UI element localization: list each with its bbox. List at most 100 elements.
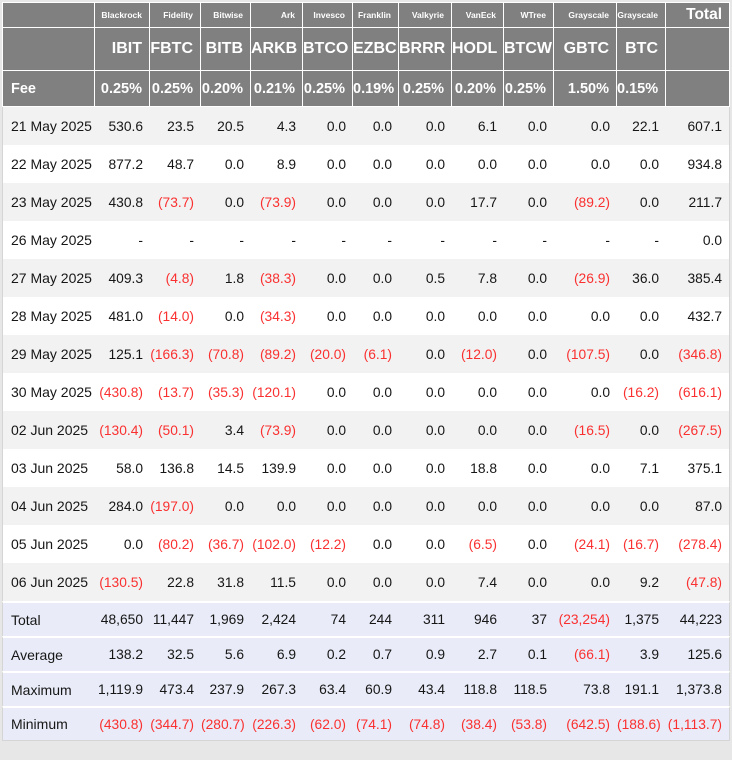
value-cell-arkb: (34.3)	[251, 297, 303, 335]
value-cell-bitb: -	[201, 221, 251, 259]
date-cell: 26 May 2025	[2, 221, 95, 259]
date-cell: 05 Jun 2025	[2, 525, 95, 563]
value-cell-hodl: -	[452, 221, 504, 259]
value-cell-fbtc: 48.7	[150, 145, 201, 183]
value-cell-bitb: (36.7)	[201, 525, 251, 563]
value-cell-ibit: 481.0	[95, 297, 150, 335]
ticker-header-bitb: BITB	[201, 28, 251, 71]
value-cell-btcw: 0.0	[504, 107, 554, 145]
value-cell-arkb: 6.9	[251, 636, 303, 671]
value-cell-fbtc: (344.7)	[150, 706, 201, 741]
value-cell-ibit: 430.8	[95, 183, 150, 221]
date-cell: 28 May 2025	[2, 297, 95, 335]
fee-bitb: 0.20%	[201, 71, 251, 107]
value-cell-ibit: 58.0	[95, 449, 150, 487]
value-cell-btc: 0.0	[617, 487, 666, 525]
value-cell-brrr: 0.0	[399, 563, 452, 601]
value-cell-btcw: 118.5	[504, 671, 554, 706]
value-cell-arkb: -	[251, 221, 303, 259]
value-cell-gbtc: 0.0	[554, 145, 617, 183]
value-cell-gbtc: 0.0	[554, 563, 617, 601]
value-cell-btco: -	[303, 221, 353, 259]
value-cell-arkb: 8.9	[251, 145, 303, 183]
value-cell-btco: 0.2	[303, 636, 353, 671]
value-cell-ezbc: 0.0	[353, 107, 399, 145]
summary-label: Maximum	[2, 671, 95, 706]
value-cell-btc: 0.0	[617, 297, 666, 335]
data-row: 23 May 2025 430.8 (73.7) 0.0 (73.9) 0.0 0.0 0.0…	[2, 183, 730, 221]
value-cell-ezbc: 0.0	[353, 525, 399, 563]
value-cell-hodl: 6.1	[452, 107, 504, 145]
provider-header-row: Blackrock Fidelity Bitwise Ark Invesco Frankl…	[2, 2, 730, 28]
value-cell-ezbc: 0.0	[353, 411, 399, 449]
date-cell: 27 May 2025	[2, 259, 95, 297]
value-cell-bitb: 0.0	[201, 183, 251, 221]
data-row: 26 May 2025- - - - - - - - - - -0.0	[2, 221, 730, 259]
date-cell: 29 May 2025	[2, 335, 95, 373]
value-cell-btc: 9.2	[617, 563, 666, 601]
value-cell-fbtc: 136.8	[150, 449, 201, 487]
value-cell-btc: (188.6)	[617, 706, 666, 741]
value-cell-bitb: 0.0	[201, 487, 251, 525]
data-row: 05 Jun 2025 0.0 (80.2) (36.7) (102.0) (12.2) 0…	[2, 525, 730, 563]
value-cell-ibit: 284.0	[95, 487, 150, 525]
summary-label: Minimum	[2, 706, 95, 741]
data-row: 29 May 2025 125.1 (166.3) (70.8) (89.2) (20.0…	[2, 335, 730, 373]
value-cell-ezbc: (74.1)	[353, 706, 399, 741]
value-cell-btc: 0.0	[617, 183, 666, 221]
ticker-header-arkb: ARKB	[251, 28, 303, 71]
value-cell-btcw: 0.0	[504, 297, 554, 335]
value-cell-fbtc: (14.0)	[150, 297, 201, 335]
date-cell: 23 May 2025	[2, 183, 95, 221]
value-cell-btcw: 0.0	[504, 411, 554, 449]
value-cell-btcw: 0.0	[504, 487, 554, 525]
value-cell-hodl: 0.0	[452, 487, 504, 525]
ticker-corner-cell	[2, 28, 95, 71]
value-cell-btc: 36.0	[617, 259, 666, 297]
provider-header-bitb: Bitwise	[201, 2, 251, 28]
fee-btcw: 0.25%	[504, 71, 554, 107]
value-cell-brrr: 0.0	[399, 183, 452, 221]
value-cell-brrr: 0.0	[399, 335, 452, 373]
value-cell-ibit: 138.2	[95, 636, 150, 671]
ticker-total-blank-cell	[666, 28, 730, 71]
value-cell-arkb: 139.9	[251, 449, 303, 487]
summary-row-maximum: Maximum 1,119.9 473.4 237.9 267.3 63.4 60.9 43.…	[2, 671, 730, 706]
value-cell-total: 87.0	[666, 487, 730, 525]
value-cell-brrr: 0.5	[399, 259, 452, 297]
value-cell-gbtc: 0.0	[554, 297, 617, 335]
data-row: 06 Jun 2025 (130.5) 22.8 31.8 11.5 0.0 0.0 0.0 7…	[2, 563, 730, 601]
value-cell-fbtc: 32.5	[150, 636, 201, 671]
value-cell-btco: 0.0	[303, 411, 353, 449]
value-cell-arkb: (102.0)	[251, 525, 303, 563]
value-cell-ibit: (430.8)	[95, 373, 150, 411]
value-cell-fbtc: 11,447	[150, 601, 201, 636]
provider-header-brrr: Valkyrie	[399, 2, 452, 28]
value-cell-total: 432.7	[666, 297, 730, 335]
value-cell-ezbc: 0.0	[353, 145, 399, 183]
provider-header-arkb: Ark	[251, 2, 303, 28]
value-cell-arkb: 4.3	[251, 107, 303, 145]
value-cell-bitb: 31.8	[201, 563, 251, 601]
provider-header-fbtc: Fidelity	[150, 2, 201, 28]
provider-header-gbtc: Grayscale	[554, 2, 617, 28]
value-cell-ezbc: 60.9	[353, 671, 399, 706]
value-cell-arkb: 2,424	[251, 601, 303, 636]
data-row: 30 May 2025 (430.8) (13.7) (35.3) (120.1) 0.0…	[2, 373, 730, 411]
value-cell-ibit: (130.4)	[95, 411, 150, 449]
value-cell-ezbc: 0.0	[353, 183, 399, 221]
value-cell-brrr: (74.8)	[399, 706, 452, 741]
value-cell-btc: 0.0	[617, 411, 666, 449]
value-cell-brrr: -	[399, 221, 452, 259]
value-cell-brrr: 0.0	[399, 107, 452, 145]
ticker-header-btc: BTC	[617, 28, 666, 71]
value-cell-hodl: (6.5)	[452, 525, 504, 563]
etf-flow-table-container: Blackrock Fidelity Bitwise Ark Invesco Frankl…	[2, 2, 730, 741]
value-cell-btcw: 0.0	[504, 145, 554, 183]
summary-row-total: Total 48,650 11,447 1,969 2,424 74 244 311 946 37…	[2, 601, 730, 636]
value-cell-ezbc: 0.0	[353, 449, 399, 487]
value-cell-total: 0.0	[666, 221, 730, 259]
value-cell-ibit: 48,650	[95, 601, 150, 636]
value-cell-arkb: 267.3	[251, 671, 303, 706]
value-cell-arkb: (73.9)	[251, 183, 303, 221]
